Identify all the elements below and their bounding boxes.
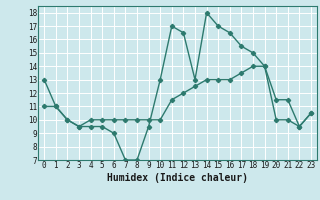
X-axis label: Humidex (Indice chaleur): Humidex (Indice chaleur) (107, 173, 248, 183)
